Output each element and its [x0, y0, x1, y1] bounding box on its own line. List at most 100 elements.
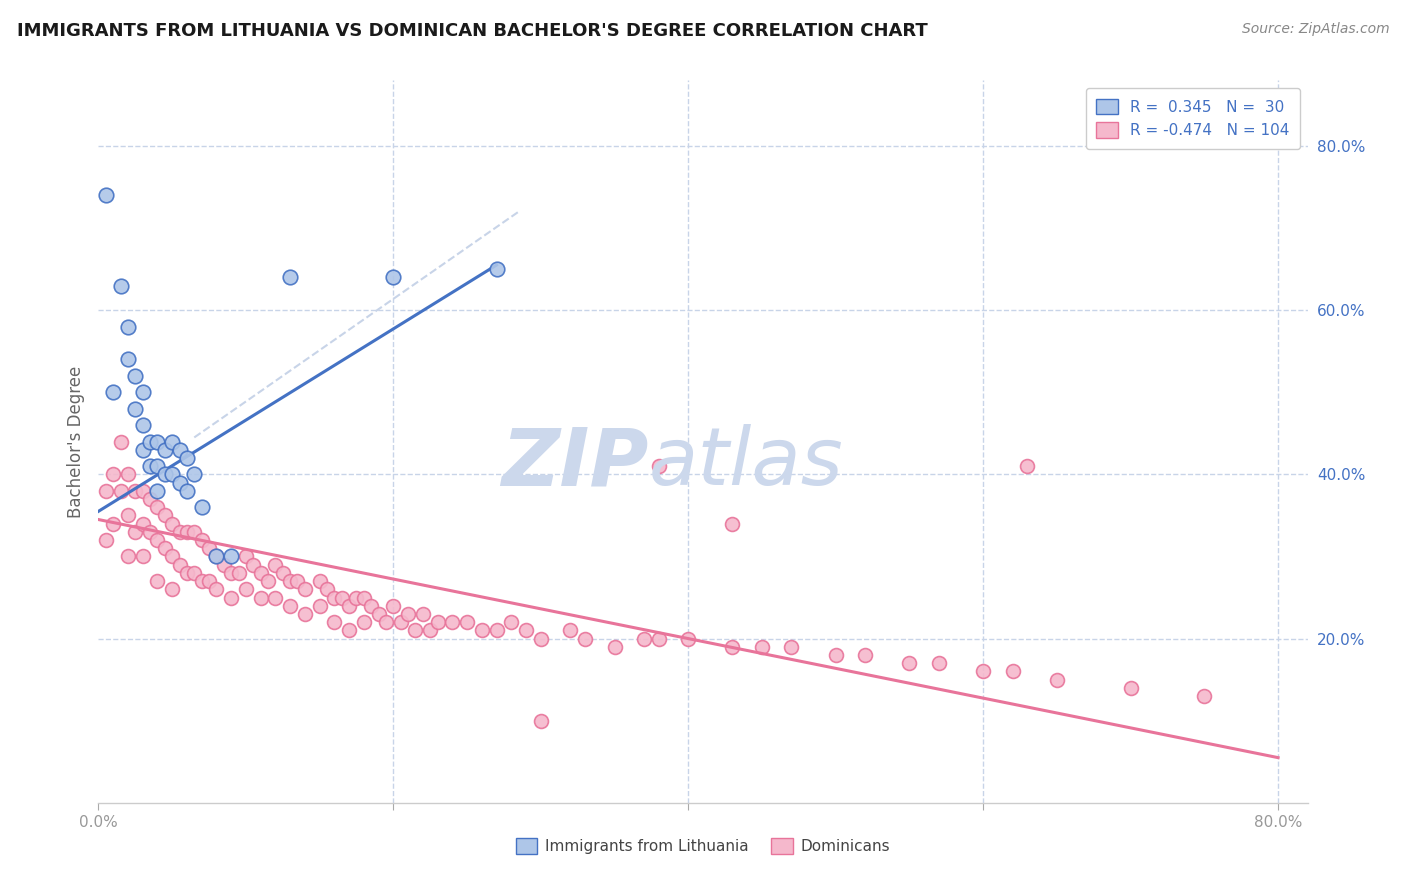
Point — [278, 574, 301, 588]
Point — [426, 615, 449, 630]
Point — [308, 574, 330, 588]
Point — [780, 640, 803, 654]
Point — [160, 582, 183, 597]
Point — [360, 599, 382, 613]
Point — [412, 607, 434, 621]
Text: atlas: atlas — [648, 425, 844, 502]
Point — [294, 607, 316, 621]
Point — [228, 566, 250, 580]
Point — [101, 467, 124, 482]
Point — [648, 632, 671, 646]
Point — [160, 467, 183, 482]
Point — [190, 574, 212, 588]
Point — [176, 483, 198, 498]
Point — [648, 459, 671, 474]
Point — [721, 516, 744, 531]
Point — [560, 624, 582, 638]
Point — [278, 599, 301, 613]
Point — [264, 591, 287, 605]
Point — [419, 624, 441, 638]
Point — [139, 459, 162, 474]
Point — [94, 483, 117, 498]
Point — [382, 599, 405, 613]
Point — [146, 459, 169, 474]
Point — [146, 434, 169, 449]
Point — [242, 558, 264, 572]
Point — [183, 566, 205, 580]
Point — [287, 574, 309, 588]
Point — [1017, 459, 1039, 474]
Point — [367, 607, 389, 621]
Y-axis label: Bachelor's Degree: Bachelor's Degree — [66, 366, 84, 517]
Point — [153, 541, 176, 556]
Point — [603, 640, 626, 654]
Legend: Immigrants from Lithuania, Dominicans: Immigrants from Lithuania, Dominicans — [510, 832, 896, 860]
Point — [278, 270, 301, 285]
Point — [898, 657, 921, 671]
Point — [456, 615, 478, 630]
Point — [205, 549, 228, 564]
Point — [323, 615, 346, 630]
Point — [574, 632, 596, 646]
Point — [501, 615, 523, 630]
Point — [1119, 681, 1142, 695]
Point — [160, 516, 183, 531]
Point — [308, 599, 330, 613]
Point — [124, 401, 146, 416]
Point — [271, 566, 294, 580]
Point — [330, 591, 353, 605]
Point — [751, 640, 773, 654]
Point — [633, 632, 655, 646]
Point — [824, 648, 846, 662]
Point — [160, 549, 183, 564]
Point — [101, 516, 124, 531]
Point — [124, 524, 146, 539]
Point — [205, 582, 228, 597]
Point — [485, 624, 508, 638]
Point — [176, 566, 198, 580]
Point — [176, 524, 198, 539]
Point — [146, 500, 169, 515]
Point — [471, 624, 494, 638]
Point — [219, 591, 242, 605]
Point — [169, 558, 191, 572]
Point — [169, 442, 191, 457]
Point — [972, 665, 994, 679]
Point — [198, 541, 221, 556]
Point — [183, 467, 205, 482]
Text: IMMIGRANTS FROM LITHUANIA VS DOMINICAN BACHELOR'S DEGREE CORRELATION CHART: IMMIGRANTS FROM LITHUANIA VS DOMINICAN B… — [17, 22, 928, 40]
Point — [131, 385, 153, 400]
Point — [169, 475, 191, 490]
Point — [219, 566, 242, 580]
Point — [678, 632, 700, 646]
Point — [249, 566, 271, 580]
Point — [249, 591, 271, 605]
Point — [131, 418, 153, 433]
Point — [146, 483, 169, 498]
Point — [131, 442, 153, 457]
Point — [131, 516, 153, 531]
Point — [346, 591, 368, 605]
Point — [94, 188, 117, 202]
Point — [396, 607, 419, 621]
Point — [131, 483, 153, 498]
Point — [110, 278, 132, 293]
Point — [337, 624, 360, 638]
Point — [382, 270, 405, 285]
Point — [190, 533, 212, 547]
Point — [316, 582, 339, 597]
Point — [853, 648, 876, 662]
Point — [117, 549, 139, 564]
Point — [153, 467, 176, 482]
Text: ZIP: ZIP — [501, 425, 648, 502]
Point — [1046, 673, 1069, 687]
Point — [146, 574, 169, 588]
Point — [485, 262, 508, 277]
Point — [139, 524, 162, 539]
Point — [146, 533, 169, 547]
Point — [1194, 689, 1216, 703]
Point — [101, 385, 124, 400]
Point — [131, 549, 153, 564]
Point — [94, 533, 117, 547]
Point — [515, 624, 537, 638]
